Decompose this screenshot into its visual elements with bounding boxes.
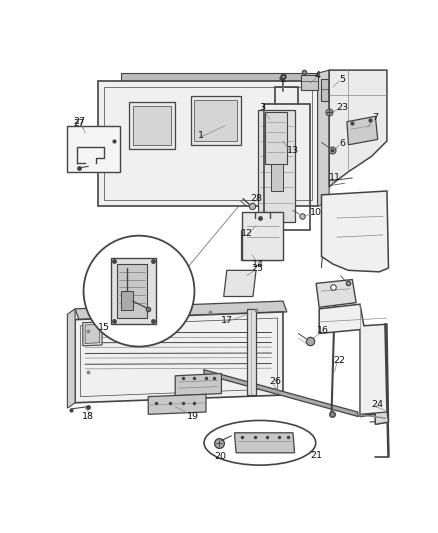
Polygon shape (316, 280, 356, 308)
Text: 6: 6 (339, 139, 345, 148)
Polygon shape (67, 309, 75, 408)
Polygon shape (148, 394, 206, 414)
Text: 15: 15 (98, 323, 110, 332)
Text: 27: 27 (73, 117, 85, 126)
Polygon shape (98, 81, 318, 206)
Bar (67, 126, 120, 172)
Polygon shape (240, 230, 279, 260)
Ellipse shape (204, 421, 316, 465)
Polygon shape (75, 312, 283, 403)
Text: 2: 2 (280, 75, 286, 84)
Text: 1: 1 (198, 131, 204, 140)
Text: 24: 24 (372, 400, 384, 409)
Text: 21: 21 (310, 450, 322, 459)
Text: 20: 20 (214, 452, 226, 461)
Polygon shape (117, 264, 147, 318)
Polygon shape (234, 433, 294, 453)
Polygon shape (347, 116, 378, 145)
Text: 19: 19 (187, 412, 199, 421)
Text: 27: 27 (73, 119, 85, 128)
Circle shape (84, 236, 194, 346)
Polygon shape (133, 106, 171, 145)
Polygon shape (75, 301, 287, 320)
Polygon shape (242, 212, 283, 260)
Text: 14: 14 (251, 260, 264, 269)
Text: 3: 3 (259, 103, 265, 112)
Polygon shape (318, 70, 329, 206)
Polygon shape (272, 164, 283, 191)
Polygon shape (247, 309, 256, 395)
Text: 22: 22 (333, 356, 345, 365)
Polygon shape (129, 102, 175, 149)
Polygon shape (360, 412, 389, 424)
Text: 18: 18 (82, 412, 94, 421)
Polygon shape (121, 73, 318, 81)
Polygon shape (85, 324, 100, 343)
Text: 10: 10 (310, 208, 322, 217)
Polygon shape (301, 75, 318, 90)
Text: 25: 25 (251, 263, 264, 272)
Text: 7: 7 (372, 114, 378, 123)
Text: 5: 5 (339, 75, 345, 84)
Polygon shape (121, 291, 133, 310)
Polygon shape (265, 112, 287, 164)
Polygon shape (321, 191, 389, 272)
Polygon shape (321, 79, 339, 101)
Text: 23: 23 (336, 102, 348, 111)
Text: 17: 17 (221, 316, 233, 325)
Polygon shape (319, 304, 389, 424)
Text: 16: 16 (317, 326, 329, 335)
Text: 26: 26 (269, 377, 281, 386)
Text: 12: 12 (241, 229, 253, 238)
Polygon shape (111, 258, 156, 324)
Text: 28: 28 (250, 194, 262, 203)
Polygon shape (204, 370, 358, 417)
Text: 4: 4 (314, 71, 321, 80)
Polygon shape (224, 270, 256, 296)
Polygon shape (194, 100, 237, 141)
Text: 13: 13 (287, 147, 299, 156)
Polygon shape (83, 322, 102, 346)
Polygon shape (191, 96, 240, 145)
Polygon shape (175, 374, 221, 396)
Polygon shape (329, 70, 387, 187)
Polygon shape (258, 110, 294, 222)
Text: 11: 11 (328, 173, 341, 182)
